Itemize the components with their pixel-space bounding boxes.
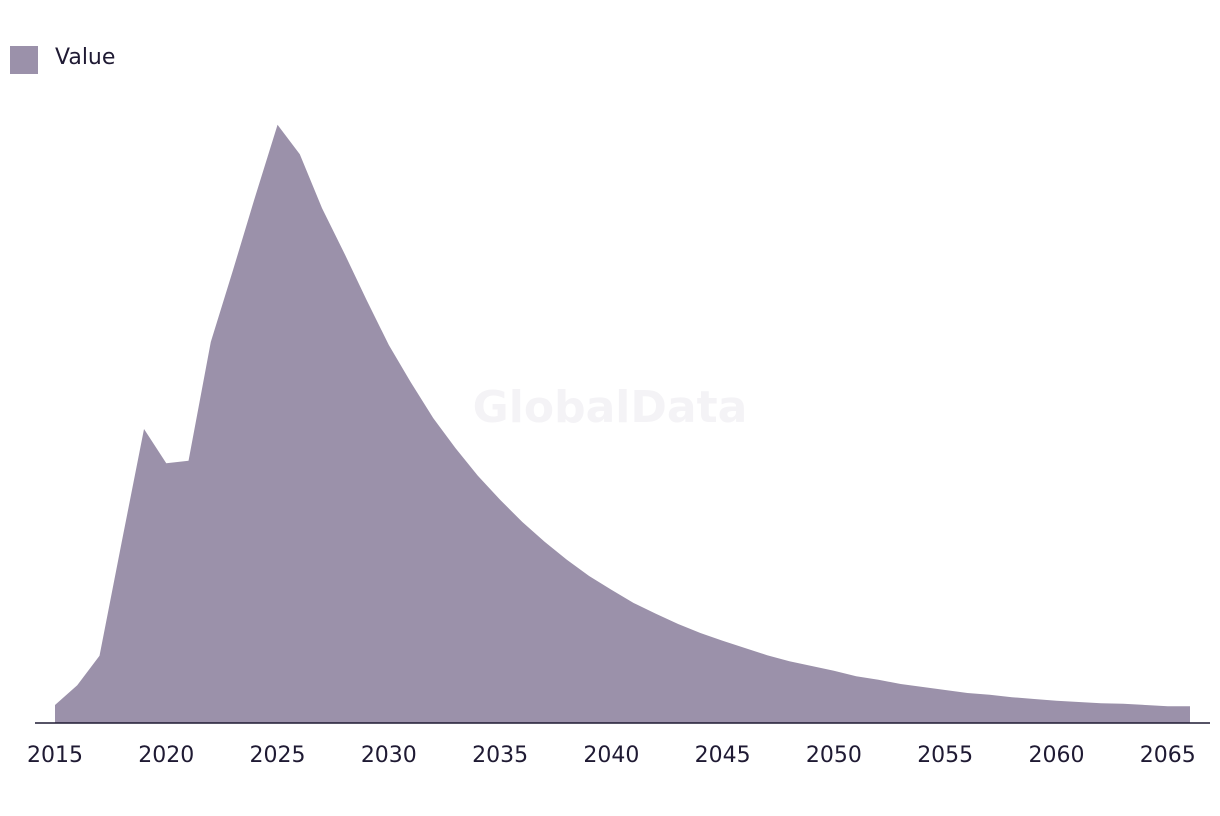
x-tick-label: 2025: [250, 743, 306, 768]
legend-label: Value: [55, 45, 115, 70]
legend-swatch: [10, 46, 38, 74]
x-tick-label: 2050: [806, 743, 862, 768]
watermark: GlobalData: [473, 382, 748, 433]
x-tick-label: 2060: [1028, 743, 1084, 768]
x-tick-label: 2015: [27, 743, 83, 768]
area: [55, 124, 1190, 724]
x-tick-label: 2035: [472, 743, 528, 768]
x-tick-label: 2065: [1140, 743, 1196, 768]
x-tick-label: 2040: [583, 743, 639, 768]
x-tick-label: 2030: [361, 743, 417, 768]
x-tick-label: 2055: [917, 743, 973, 768]
x-tick-label: 2020: [138, 743, 194, 768]
x-tick-label: 2045: [695, 743, 751, 768]
